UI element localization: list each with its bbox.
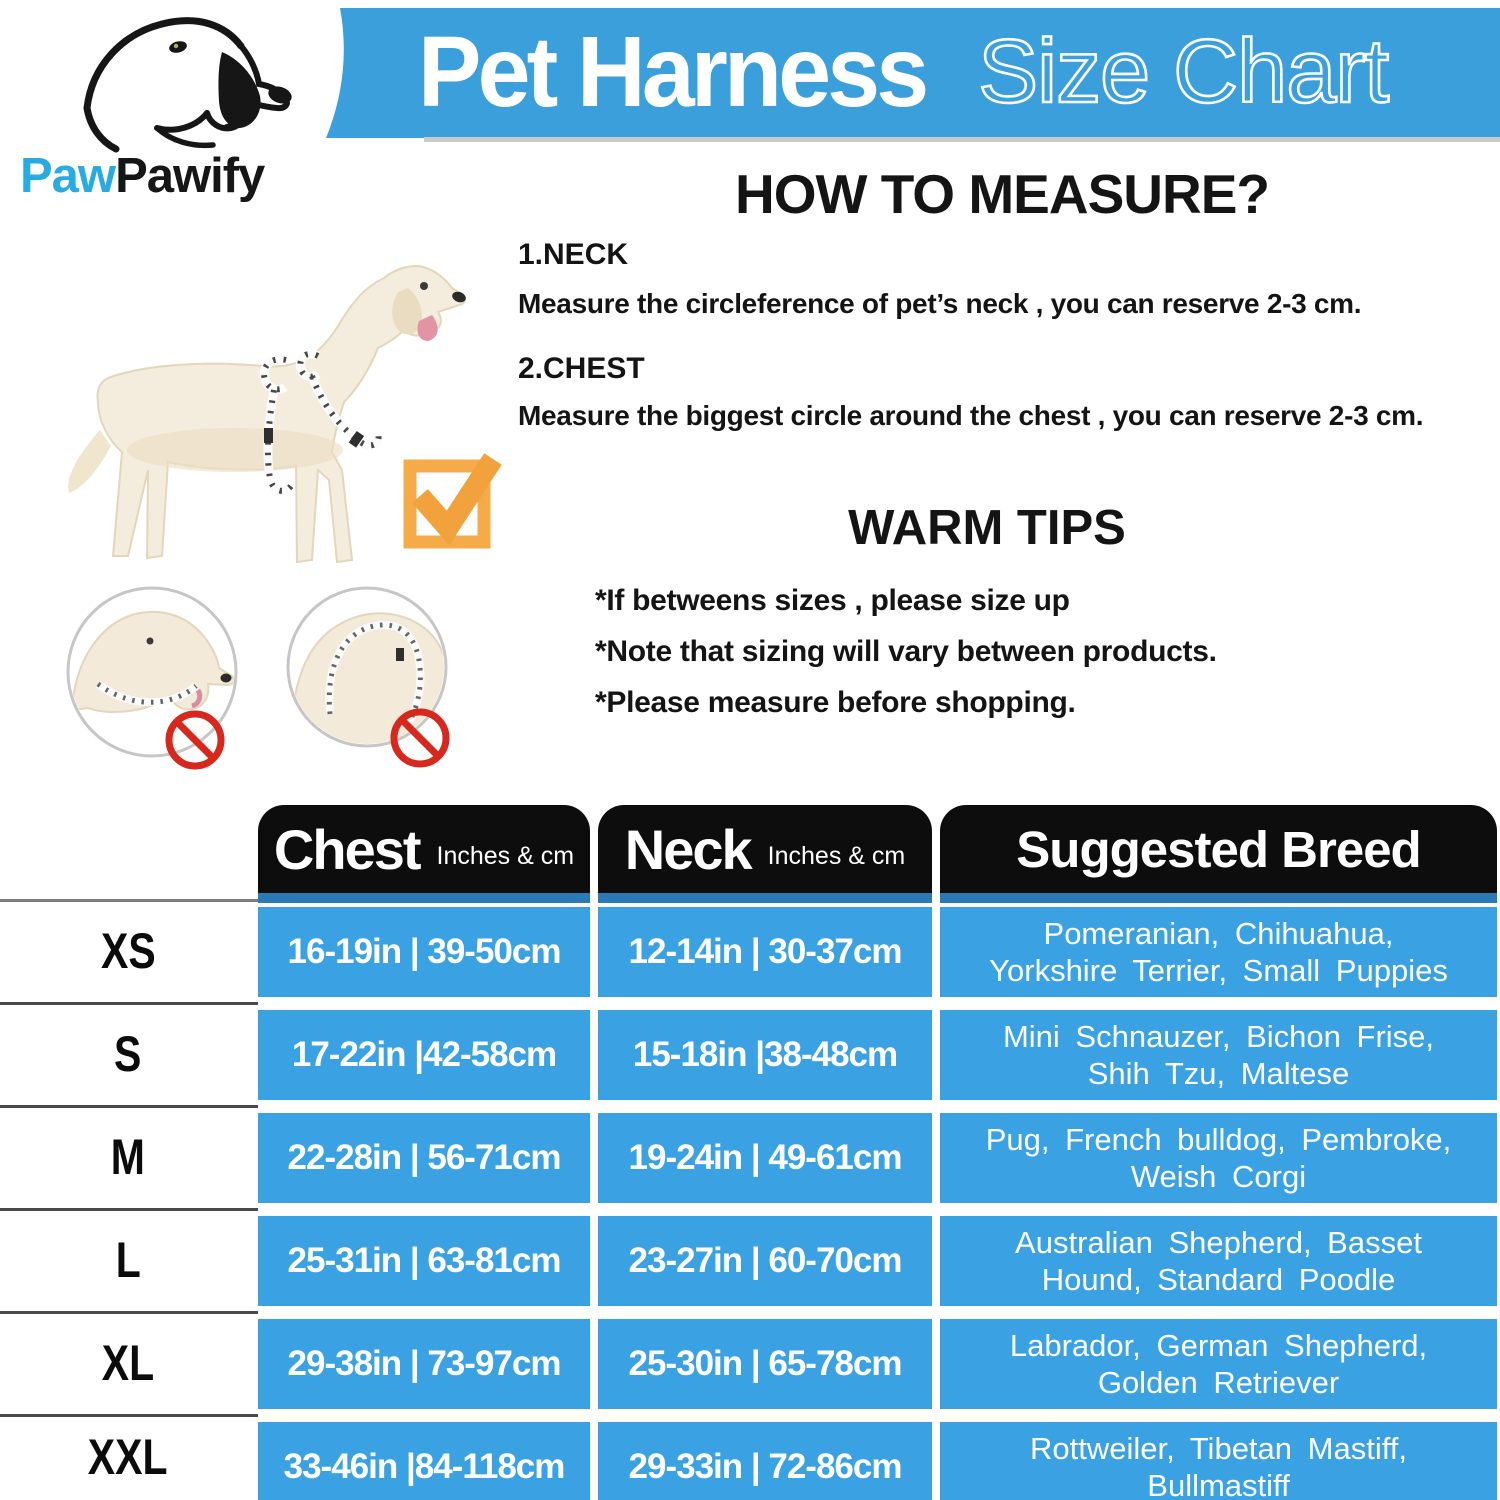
neck-tape-icon [295, 349, 384, 450]
size-column-divider [0, 1208, 258, 1211]
warm-tips-list: *If betweens sizes , please size up *Not… [595, 584, 1475, 737]
chest-cell-l: 25-31in | 63-81cm [258, 1216, 590, 1306]
chest-measure-inset [286, 586, 450, 768]
size-label-m: M [110, 1129, 146, 1185]
brand-name: PawPawify [20, 148, 265, 204]
step-neck-text: Measure the circleference of pet’s neck … [518, 288, 1362, 319]
prohibition-icon [165, 710, 225, 770]
size-label-xs: XS [100, 923, 156, 979]
breed-cell-xxl: Rottweiler, Tibetan Mastiff, Bullmastiff [940, 1422, 1497, 1500]
column-header-breed: Suggested Breed [940, 805, 1497, 893]
page-title: Pet Harness Size Chart [418, 12, 1498, 132]
chest-cell-xl: 29-38in | 73-97cm [258, 1319, 590, 1409]
warm-tips-title: WARM TIPS [848, 501, 1126, 555]
size-label-xxl: XXL [88, 1429, 168, 1485]
size-column-divider [0, 899, 258, 902]
banner-ribbon [326, 8, 1500, 138]
neck-cell-xxl: 29-33in | 72-86cm [598, 1422, 932, 1500]
neck-header-title: Neck [624, 817, 753, 881]
warm-tip: *Please measure before shopping. [595, 686, 1076, 719]
breed-cell-xs: Pomeranian, Chihuahua, Yorkshire Terrier,… [940, 907, 1497, 997]
size-column-divider [0, 1311, 258, 1314]
size-column-divider [0, 1002, 258, 1005]
neck-cell-s: 15-18in |38-48cm [598, 1010, 932, 1100]
chest-cell-xs: 16-19in | 39-50cm [258, 907, 590, 997]
warm-tip: *Note that sizing will vary between prod… [595, 635, 1217, 668]
size-column-divider [0, 1414, 258, 1417]
header-accent-strip [940, 893, 1497, 903]
neck-measure-inset [66, 586, 238, 770]
breed-cell-xl: Labrador, German Shepherd, Golden Retriev… [940, 1319, 1497, 1409]
brand-name-accent: Paw [20, 149, 116, 203]
neck-header-subtitle: Inches & cm [767, 841, 906, 870]
step-chest-text: Measure the biggest circle around the ch… [518, 400, 1424, 431]
neck-cell-xs: 12-14in | 30-37cm [598, 907, 932, 997]
breed-cell-m: Pug, French bulldog, Pembroke, Weish Corg… [940, 1113, 1497, 1203]
chest-cell-m: 22-28in | 56-71cm [258, 1113, 590, 1203]
prohibition-icon [390, 708, 450, 768]
how-to-measure-title: HOW TO MEASURE? [735, 163, 1270, 225]
header-accent-strip [258, 893, 590, 903]
column-header-neck: Neck Inches & cm [598, 805, 932, 893]
chest-cell-s: 17-22in |42-58cm [258, 1010, 590, 1100]
breed-cell-s: Mini Schnauzer, Bichon Frise, Shih Tzu, M… [940, 1010, 1497, 1100]
size-column-divider [0, 1105, 258, 1108]
page-title-bold: Pet Harness [418, 15, 929, 128]
size-label-s: S [114, 1026, 142, 1082]
neck-cell-xl: 25-30in | 65-78cm [598, 1319, 932, 1409]
brand-dog-logo-icon [83, 17, 292, 153]
step-neck-label: 1.NECK [518, 238, 629, 271]
warm-tip: *If betweens sizes , please size up [595, 584, 1070, 617]
header-accent-strip [598, 893, 932, 903]
breed-header-title: Suggested Breed [1016, 820, 1421, 878]
measurement-illustration [66, 265, 502, 770]
chest-header-title: Chest [273, 817, 422, 881]
size-label-l: L [115, 1232, 141, 1288]
step-chest-label: 2.CHEST [518, 352, 645, 385]
size-label-xl: XL [101, 1335, 155, 1391]
neck-cell-m: 19-24in | 49-61cm [598, 1113, 932, 1203]
neck-cell-l: 23-27in | 60-70cm [598, 1216, 932, 1306]
column-header-chest: Chest Inches & cm [258, 805, 590, 893]
checkmark-icon [403, 453, 502, 549]
banner-shadow-line [424, 137, 1500, 142]
page-title-light: Size Chart [977, 20, 1391, 123]
dog-photo [68, 265, 467, 564]
chest-header-subtitle: Inches & cm [436, 841, 575, 870]
chest-tape-icon [259, 354, 295, 496]
chest-cell-xxl: 33-46in |84-118cm [258, 1422, 590, 1500]
brand-name-dark: Pawify [115, 149, 265, 203]
breed-cell-l: Australian Shepherd, Basset Hound, Standa… [940, 1216, 1497, 1306]
